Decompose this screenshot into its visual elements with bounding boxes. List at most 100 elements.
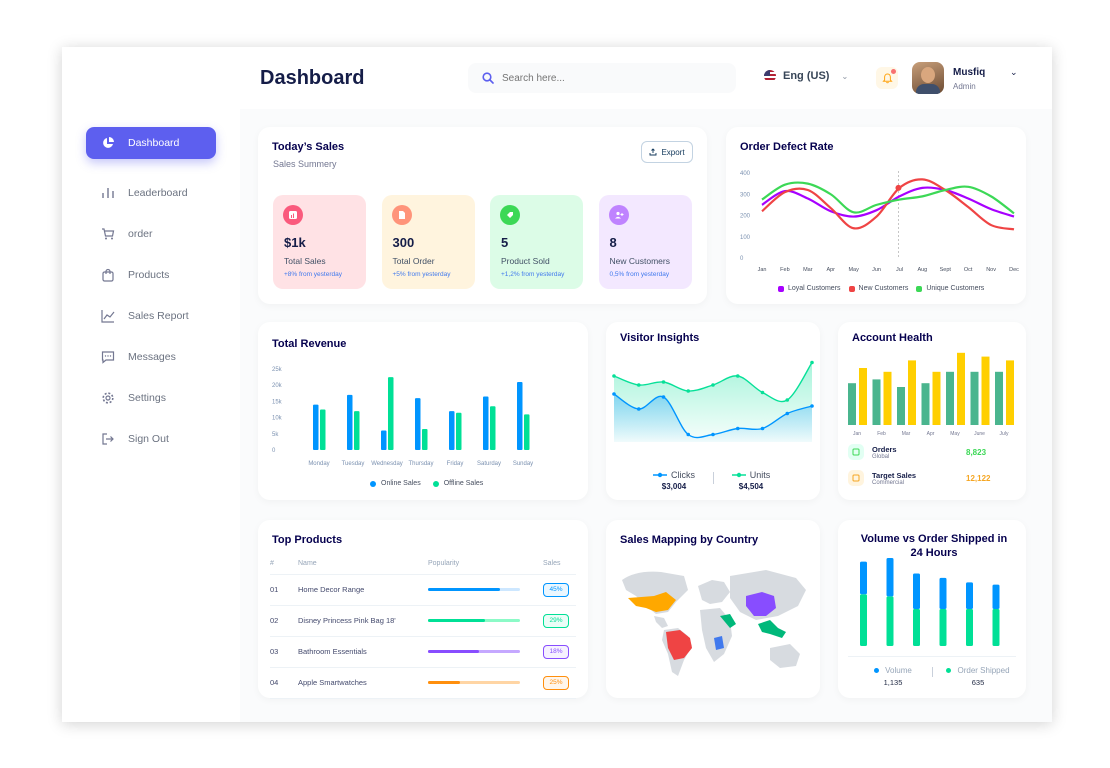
bar-volume — [939, 577, 947, 609]
shipped-label: Order Shipped — [957, 666, 1010, 675]
health-row-value: 12,122 — [966, 473, 991, 483]
sidebar-item-dashboard[interactable]: Dashboard — [86, 127, 216, 159]
map-europe — [698, 580, 730, 604]
sidebar-item-sign-out[interactable]: Sign Out — [86, 423, 216, 455]
notification-button[interactable] — [876, 67, 898, 89]
table-row[interactable]: 03 Bathroom Essentials 18% — [270, 636, 576, 668]
x-tick-label: Feb — [780, 267, 789, 273]
sidebar-item-order[interactable]: order — [86, 218, 216, 250]
legend-label: Unique Customers — [926, 285, 985, 292]
total-revenue-legend: Online Sales Offline Sales — [358, 480, 483, 487]
map-southeast-asia — [758, 620, 786, 638]
data-point — [661, 395, 666, 399]
language-selector[interactable]: Eng (US) ⌄ — [764, 70, 848, 82]
sidebar-item-label: Products — [128, 269, 170, 281]
sales-badge: 29% — [543, 613, 569, 628]
x-tick-label: Monday — [308, 461, 329, 467]
bar-orders — [848, 383, 856, 425]
legend-label: Online Sales — [381, 480, 421, 487]
user-name[interactable]: Musfiq — [953, 67, 986, 78]
pie-chart-icon — [100, 135, 116, 151]
data-point — [760, 390, 765, 395]
total-revenue-card: Total Revenue 0 5k 10k 15k 20k 25k Monday Tuesd… — [258, 322, 588, 500]
sidebar-item-settings[interactable]: Settings — [86, 382, 216, 414]
popularity-bar-track — [428, 650, 520, 653]
legend-label: Offline Sales — [443, 480, 484, 487]
y-tick-label: 0 — [272, 448, 276, 454]
stat-label: Total Sales — [284, 256, 326, 266]
legend-divider — [713, 472, 714, 484]
sidebar-item-products[interactable]: Products — [86, 259, 216, 291]
data-point — [686, 389, 691, 393]
y-tick-label: 300 — [740, 192, 751, 198]
health-row-target-sales: Target Sales Commercial 12,122 — [848, 470, 1016, 486]
sidebar-item-sales-report[interactable]: Sales Report — [86, 300, 216, 332]
sales-badge: 25% — [543, 675, 569, 690]
export-button[interactable]: Export — [641, 141, 693, 163]
sidebar-item-messages[interactable]: Messages — [86, 341, 216, 373]
shipped-legend-dot — [946, 668, 952, 673]
y-tick-label: 0 — [740, 256, 744, 262]
data-point — [636, 407, 641, 411]
x-tick-label: Sept — [940, 267, 952, 273]
units-value: $4,504 — [738, 482, 764, 491]
bar-target-sales — [932, 371, 941, 425]
x-tick-label: Mar — [803, 267, 813, 273]
bar-target-sales — [859, 368, 867, 425]
world-map — [622, 570, 806, 676]
table-row[interactable]: 02 Disney Princess Pink Bag 18' 29% — [270, 605, 576, 637]
bar-orders — [995, 371, 1003, 425]
app-window: Dashboard Leaderboard order Products Sales R… — [62, 47, 1052, 722]
bar-target-sales — [908, 360, 916, 425]
volume-divider-line — [848, 656, 1016, 657]
data-point — [760, 426, 765, 431]
top-products-table: # Name Popularity Sales 01 Home Decor Range 4… — [270, 554, 576, 699]
bar-orders — [872, 379, 881, 425]
data-point — [735, 374, 740, 378]
sidebar-item-leaderboard[interactable]: Leaderboard — [86, 177, 216, 209]
top-products-title: Top Products — [272, 534, 343, 546]
legend-swatch — [916, 285, 923, 292]
bar-order-shipped — [886, 596, 894, 646]
sidebar-item-label: Sales Report — [128, 310, 189, 322]
bar-offline-sales — [524, 414, 530, 450]
y-tick-label: 25k — [272, 367, 283, 373]
total-revenue-title: Total Revenue — [272, 338, 347, 350]
bar-target-sales — [957, 352, 965, 425]
stat-change: 0,5% from yesterday — [609, 271, 670, 278]
x-tick-label: Jun — [872, 267, 881, 273]
map-brazil — [666, 630, 692, 660]
cart-icon — [100, 226, 116, 242]
bar-online-sales — [381, 430, 387, 450]
stat-label: Total Order — [392, 256, 435, 266]
y-tick-label: 20k — [272, 383, 283, 389]
avatar-shirt — [916, 84, 940, 94]
bar-target-sales — [883, 371, 892, 425]
data-point — [636, 383, 641, 387]
stat-value: 8 — [609, 235, 617, 250]
data-point — [711, 432, 715, 437]
map-china — [746, 592, 776, 616]
message-icon — [100, 349, 116, 365]
avatar[interactable] — [912, 62, 944, 94]
x-tick-label: Feb — [877, 431, 886, 437]
todays-sales-subtitle: Sales Summery — [273, 159, 337, 169]
order-defect-chart: 0 100 200 300 400 Jan Feb Mar Apr May Jun Jul Aug Sep… — [740, 171, 1019, 273]
sales-cell: 18% — [543, 636, 576, 668]
bar-offline-sales — [490, 406, 496, 450]
order-defect-title: Order Defect Rate — [740, 141, 834, 153]
visitor-insights-chart — [612, 360, 814, 442]
table-row[interactable]: 04 Apple Smartwatches 25% — [270, 667, 576, 699]
visitor-insights-title: Visitor Insights — [620, 332, 700, 344]
data-point — [810, 360, 814, 365]
volume-legend-dot — [874, 668, 880, 673]
account-health-chart: Jan Feb Mar Apr May June July — [848, 352, 1014, 437]
sales-cell: 25% — [543, 667, 576, 699]
total-revenue-chart: 0 5k 10k 15k 20k 25k Monday Tuesday Wednesday Thu… — [272, 367, 533, 467]
table-row[interactable]: 01 Home Decor Range 45% — [270, 574, 576, 606]
user-menu-chevron-icon[interactable]: ⌄ — [1010, 67, 1018, 77]
legend-dot — [432, 480, 439, 487]
data-point — [810, 404, 814, 408]
search-input[interactable] — [502, 72, 702, 84]
search-bar[interactable] — [468, 63, 736, 93]
